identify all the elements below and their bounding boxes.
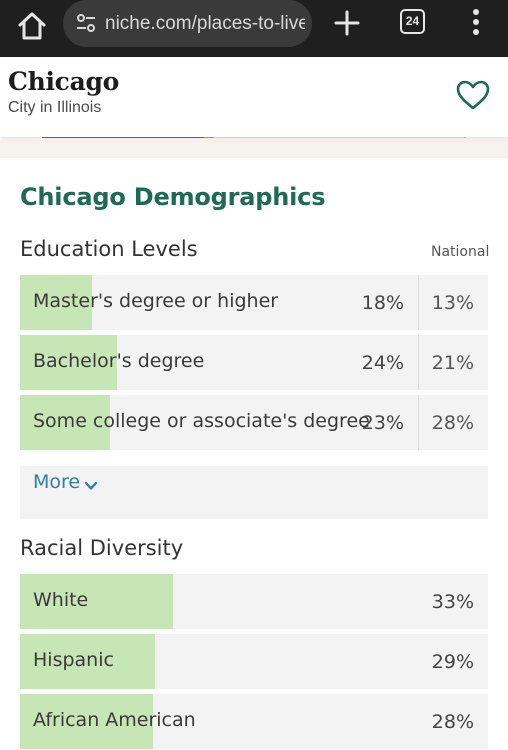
column-divider bbox=[418, 395, 419, 450]
education-row: Some college or associate's degree 23% 2… bbox=[20, 395, 488, 450]
race-label: Hispanic bbox=[33, 649, 114, 671]
education-label: Some college or associate's degree bbox=[33, 410, 370, 432]
education-title: Education Levels bbox=[20, 237, 198, 261]
education-label: Bachelor's degree bbox=[33, 350, 205, 372]
national-label: National bbox=[431, 244, 490, 260]
heart-icon[interactable] bbox=[455, 79, 491, 111]
chevron-down-icon[interactable] bbox=[83, 478, 99, 494]
education-row: Master's degree or higher 18% 13% bbox=[20, 275, 488, 330]
education-national-value: 28% bbox=[431, 412, 474, 434]
race-label: White bbox=[33, 589, 89, 611]
site-settings-icon[interactable] bbox=[75, 12, 97, 34]
education-bar bbox=[20, 275, 92, 330]
education-label: Master's degree or higher bbox=[33, 290, 279, 312]
race-bar bbox=[20, 574, 173, 629]
overflow-menu-icon[interactable] bbox=[464, 6, 488, 38]
race-value: 29% bbox=[431, 651, 474, 673]
race-label: African American bbox=[33, 709, 196, 731]
education-value: 23% bbox=[361, 412, 404, 434]
browser-toolbar: niche.com/places-to-live 24 bbox=[0, 0, 508, 57]
section-band bbox=[0, 140, 508, 158]
tab-count: 24 bbox=[405, 14, 420, 28]
education-value: 24% bbox=[361, 352, 404, 374]
race-row: African American 28% bbox=[20, 694, 488, 749]
race-value: 33% bbox=[431, 591, 474, 613]
page-title: Chicago bbox=[8, 67, 120, 96]
address-bar[interactable]: niche.com/places-to-live bbox=[63, 0, 312, 47]
more-button[interactable]: More bbox=[20, 466, 488, 519]
education-value: 18% bbox=[361, 292, 404, 314]
race-value: 28% bbox=[431, 711, 474, 733]
column-divider bbox=[418, 275, 419, 330]
education-row: Bachelor's degree 24% 21% bbox=[20, 335, 488, 390]
page-subtitle: City in Illinois bbox=[8, 99, 102, 116]
education-bar bbox=[20, 395, 110, 450]
url-text[interactable]: niche.com/places-to-live bbox=[105, 13, 305, 34]
race-bar bbox=[20, 634, 155, 689]
more-label[interactable]: More bbox=[33, 471, 81, 493]
education-bar bbox=[20, 335, 117, 390]
section-title: Chicago Demographics bbox=[20, 183, 326, 211]
column-divider bbox=[418, 335, 419, 390]
site-header: Chicago City in Illinois bbox=[0, 57, 508, 137]
home-icon[interactable] bbox=[14, 8, 50, 44]
racial-diversity-title: Racial Diversity bbox=[20, 536, 184, 560]
tab-switcher-button[interactable]: 24 bbox=[400, 9, 425, 34]
race-bar bbox=[20, 694, 153, 749]
education-national-value: 21% bbox=[431, 352, 474, 374]
race-row: White 33% bbox=[20, 574, 488, 629]
new-tab-icon[interactable] bbox=[332, 8, 362, 38]
education-national-value: 13% bbox=[431, 292, 474, 314]
race-row: Hispanic 29% bbox=[20, 634, 488, 689]
